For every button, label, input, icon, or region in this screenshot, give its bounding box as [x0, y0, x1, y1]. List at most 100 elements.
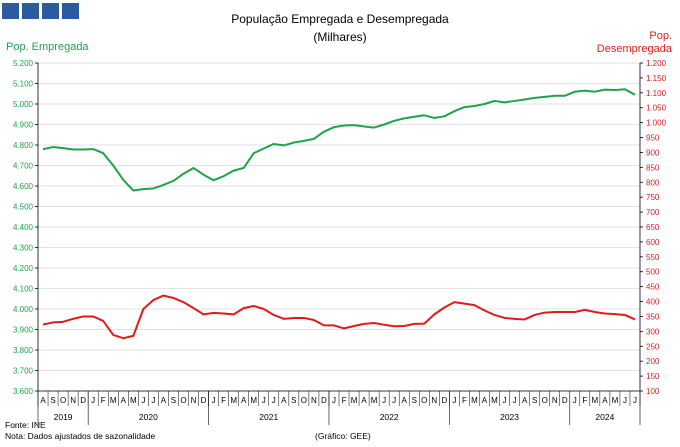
month-label: M	[371, 396, 378, 405]
logo-square	[62, 3, 79, 19]
right-tick-label: 1.000	[646, 119, 667, 128]
right-tick-label: 250	[646, 342, 660, 351]
right-tick-label: 400	[646, 298, 660, 307]
series-line-unemployed	[42, 294, 636, 340]
month-label: O	[421, 396, 427, 405]
left-tick-label: 4.800	[13, 141, 34, 150]
logo-square	[22, 3, 39, 19]
month-label: J	[573, 396, 577, 405]
month-label: N	[552, 396, 558, 405]
left-tick-label: 4.600	[13, 182, 34, 191]
month-label: A	[402, 396, 408, 405]
right-axis-label-line1: Pop.	[649, 30, 672, 42]
month-label: M	[491, 396, 498, 405]
month-label: D	[441, 396, 447, 405]
left-tick-label: 4.100	[13, 285, 34, 294]
month-label: J	[503, 396, 507, 405]
grid	[38, 62, 640, 392]
right-tick-label: 1.100	[646, 89, 667, 98]
month-label: A	[522, 396, 528, 405]
right-tick-label: 150	[646, 372, 660, 381]
month-label: J	[633, 396, 637, 405]
month-label: M	[471, 396, 478, 405]
chart-subtitle: (Milhares)	[313, 30, 366, 44]
month-label: M	[110, 396, 117, 405]
month-label: J	[151, 396, 155, 405]
left-tick-label: 4.400	[13, 223, 34, 232]
right-tick-label: 800	[646, 178, 660, 187]
year-label: 2020	[139, 412, 158, 422]
right-tick-label: 450	[646, 283, 660, 292]
left-tick-label: 4.300	[13, 244, 34, 253]
month-label: D	[201, 396, 207, 405]
right-tick-label: 850	[646, 163, 660, 172]
month-label: S	[532, 396, 537, 405]
left-tick-label: 3.600	[13, 387, 34, 396]
month-label: J	[332, 396, 336, 405]
left-tick-label: 4.700	[13, 162, 34, 171]
month-label: J	[623, 396, 627, 405]
month-label: A	[361, 396, 367, 405]
right-tick-label: 650	[646, 223, 660, 232]
right-tick-label: 350	[646, 312, 660, 321]
left-axis-ticks: 3.600 3.700 3.800 3.900 4.000 4.100 4.200 4.300…	[13, 59, 38, 396]
left-tick-label: 4.000	[13, 305, 34, 314]
month-label: S	[291, 396, 296, 405]
right-tick-label: 700	[646, 208, 660, 217]
right-tick-label: 1.050	[646, 104, 667, 113]
logo-square	[2, 3, 19, 19]
logo	[2, 3, 79, 19]
right-tick-label: 600	[646, 238, 660, 247]
month-label: D	[562, 396, 568, 405]
month-label: S	[50, 396, 55, 405]
month-label: D	[321, 396, 327, 405]
month-label: M	[612, 396, 619, 405]
left-tick-label: 4.200	[13, 264, 34, 273]
right-tick-label: 500	[646, 268, 660, 277]
chart-title: População Empregada e Desempregada	[231, 12, 449, 26]
month-label: N	[191, 396, 197, 405]
footer-source: Fonte: INE	[5, 420, 46, 430]
year-label: 2022	[380, 412, 399, 422]
left-tick-label: 3.900	[13, 326, 34, 335]
left-tick-label: 4.500	[13, 203, 34, 212]
month-label: S	[412, 396, 417, 405]
right-axis-ticks: 100 150 200 250 300 350 400 450 500 550 600 650 700 7…	[640, 59, 667, 396]
left-tick-label: 3.800	[13, 346, 34, 355]
month-label: M	[230, 396, 237, 405]
month-label: M	[592, 396, 599, 405]
right-tick-label: 900	[646, 148, 660, 157]
month-label: J	[262, 396, 266, 405]
month-label: N	[70, 396, 76, 405]
left-tick-label: 5.100	[13, 80, 34, 89]
month-label: M	[250, 396, 257, 405]
month-label: J	[392, 396, 396, 405]
month-label: J	[452, 396, 456, 405]
right-tick-label: 550	[646, 253, 660, 262]
month-label: M	[351, 396, 358, 405]
month-label: A	[40, 396, 46, 405]
month-label: D	[80, 396, 86, 405]
month-label: J	[91, 396, 95, 405]
month-label: F	[342, 396, 347, 405]
year-label: 2024	[595, 412, 614, 422]
month-label: N	[431, 396, 437, 405]
month-label: F	[462, 396, 467, 405]
month-label: J	[272, 396, 276, 405]
month-label: O	[542, 396, 548, 405]
month-label: J	[212, 396, 216, 405]
month-label: A	[161, 396, 167, 405]
month-label: O	[180, 396, 186, 405]
month-label: S	[171, 396, 176, 405]
logo-square	[42, 3, 59, 19]
month-label: J	[382, 396, 386, 405]
month-label: A	[281, 396, 287, 405]
series-lines	[42, 88, 636, 340]
right-tick-label: 100	[646, 387, 660, 396]
month-label: J	[513, 396, 517, 405]
month-label: O	[301, 396, 307, 405]
right-tick-label: 200	[646, 357, 660, 366]
series-line-employed	[42, 88, 636, 192]
